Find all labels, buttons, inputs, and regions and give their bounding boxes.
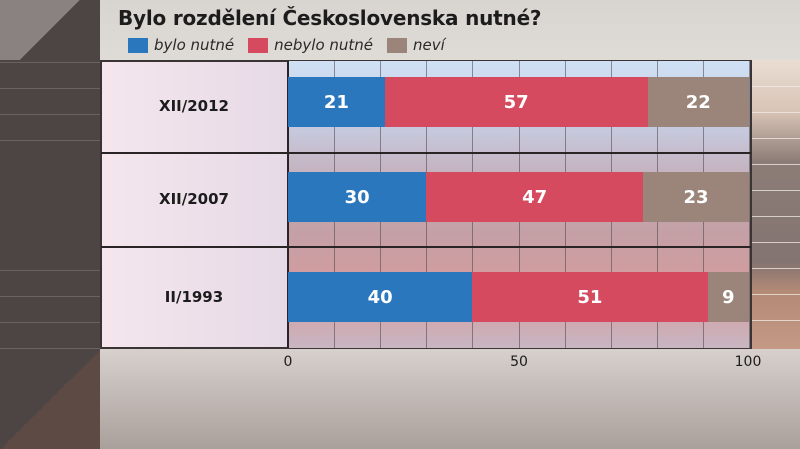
bar-segment: 23 (642, 172, 749, 222)
background-left-panel (0, 0, 100, 449)
chart-title: Bylo rozdělení Československa nutné? (118, 6, 542, 30)
legend-item-nevi: neví (387, 36, 445, 54)
row-label: XII/2012 (159, 97, 229, 115)
bar-value-label: 22 (685, 91, 711, 113)
row-labels: XII/2012 XII/2007 II/1993 (101, 61, 287, 348)
legend-swatch (128, 37, 148, 53)
legend-item-bylo-nutne: bylo nutné (128, 36, 234, 54)
bar-segment: 51 (472, 272, 708, 322)
chart-legend: bylo nutné nebylo nutné neví (128, 36, 459, 54)
row-divider (101, 246, 751, 248)
legend-label: nebylo nutné (274, 36, 374, 54)
bar-value-label: 30 (344, 186, 370, 208)
row-divider (101, 152, 751, 154)
bar-segment: 40 (288, 272, 473, 322)
x-tick: 50 (510, 354, 528, 370)
legend-label: bylo nutné (154, 36, 235, 54)
bar-segment: 30 (288, 172, 427, 222)
bar-value-label: 57 (503, 91, 529, 113)
legend-item-nebylo-nutne: nebylo nutné (248, 36, 373, 54)
x-tick: 0 (283, 354, 293, 370)
bar-segment: 21 (288, 77, 385, 127)
gridline (749, 61, 750, 348)
background-right-strip (752, 60, 800, 349)
bar-value-label: 9 (721, 286, 735, 308)
row-label: XII/2007 (159, 190, 229, 208)
bar-segment: 22 (647, 77, 749, 127)
legend-swatch (387, 37, 408, 53)
bar-segment: 57 (384, 77, 648, 127)
bar-value-label: 51 (577, 286, 603, 308)
bar-segment: 47 (426, 172, 643, 222)
legend-label: neví (413, 36, 445, 54)
bar-value-label: 21 (323, 91, 349, 113)
legend-swatch (248, 37, 269, 53)
bar-segment: 9 (707, 272, 749, 322)
bar-value-label: 47 (522, 186, 548, 208)
bar-value-label: 23 (683, 186, 709, 208)
row-label: II/1993 (164, 288, 224, 306)
x-tick: 100 (734, 354, 762, 370)
bar-value-label: 40 (367, 286, 393, 308)
